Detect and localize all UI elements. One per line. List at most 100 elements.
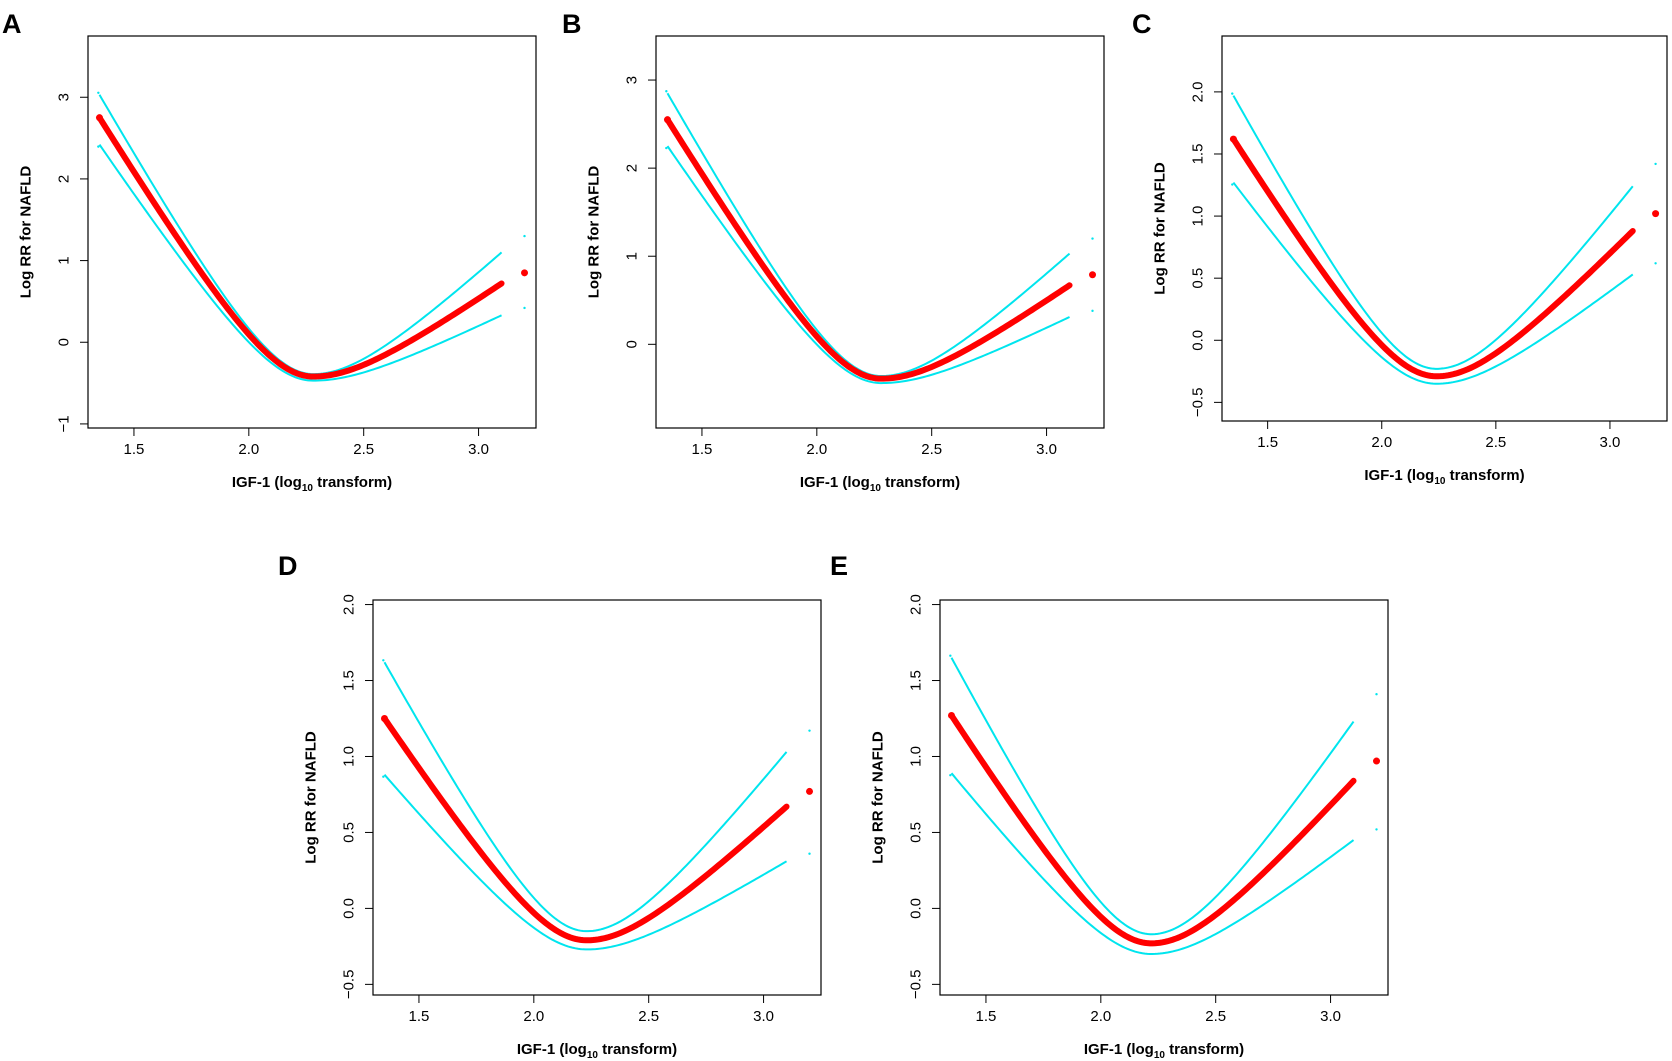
y-tick-label: 0 — [56, 338, 73, 346]
x-tick-label: 3.0 — [753, 1008, 774, 1025]
ci-lower-line — [383, 774, 788, 951]
panel-a: A 1.5 2.0 2.5 3.0 −1 0 1 2 3 IGF-1 (log10 transfor… — [2, 9, 537, 494]
estimate-start-point — [95, 114, 103, 122]
y-tick-label: 0 — [624, 340, 641, 348]
ci-lower-start-point — [665, 146, 668, 150]
outlier-point — [1373, 757, 1381, 765]
outlier-ci-upper — [1375, 692, 1378, 696]
x-tick-label: 1.5 — [976, 1008, 997, 1025]
ci-upper-start-point — [97, 91, 100, 95]
y-axis-title: Log RR for NAFLD — [586, 166, 603, 299]
x-tick-label: 3.0 — [1036, 441, 1057, 458]
x-tick-label: 2.5 — [921, 441, 942, 458]
outlier-ci-upper — [808, 729, 811, 732]
panel-e: E 1.5 2.0 2.5 3.0 −0.5 0.0 0.5 1.0 1.5 2.0 IGF-1 (l… — [830, 551, 1389, 1061]
x-tick-label: 2.5 — [1485, 434, 1506, 451]
x-tick-label: 2.5 — [1205, 1008, 1226, 1025]
outlier-ci-lower — [1091, 309, 1094, 313]
y-tick-label: −0.5 — [341, 970, 358, 1000]
ci-upper-line — [950, 657, 1355, 936]
ci-lower-start-point — [97, 145, 100, 148]
ci-lower-start-point — [949, 773, 952, 777]
plot-frame — [87, 35, 537, 429]
ci-upper-start-point — [665, 90, 668, 93]
y-tick-label: 2 — [624, 164, 641, 172]
outlier-point — [1089, 271, 1097, 279]
y-tick-label: 1.5 — [341, 670, 358, 691]
panel-c: C 1.5 2.0 2.5 3.0 −0.5 0.0 0.5 1.0 1.5 2.0 IGF-1 (l… — [1132, 9, 1668, 487]
outlier-ci-lower — [1654, 262, 1657, 265]
outlier-ci-lower — [523, 306, 526, 310]
y-tick-label: 0.5 — [341, 822, 358, 843]
y-tick-label: 1 — [56, 256, 73, 264]
estimate-line — [1230, 136, 1636, 380]
x-axis-title: IGF-1 (log10 transform) — [800, 474, 960, 494]
panel-letter: D — [278, 551, 298, 581]
y-tick-label: 1.0 — [1190, 206, 1207, 227]
plot-frame — [939, 599, 1389, 996]
y-tick-label: 2 — [56, 175, 73, 183]
ci-lower-line — [1232, 181, 1634, 385]
x-tick-label: 2.0 — [238, 441, 259, 458]
x-tick-label: 2.5 — [353, 441, 374, 458]
outlier-ci-upper — [1654, 162, 1657, 166]
y-axis-title: Log RR for NAFLD — [1152, 162, 1169, 295]
ci-upper-start-point — [949, 654, 952, 657]
x-tick-label: 2.0 — [1090, 1008, 1111, 1025]
y-tick-label: 0.5 — [1190, 268, 1207, 289]
y-tick-label: 1 — [624, 252, 641, 260]
ci-lower-start-point — [382, 775, 385, 778]
estimate-line — [381, 715, 790, 944]
y-tick-label: 0.0 — [908, 898, 925, 919]
estimate-start-point — [947, 711, 955, 719]
x-tick-label: 3.0 — [1600, 434, 1621, 451]
y-tick-label: 1.5 — [1190, 144, 1207, 165]
y-tick-label: 3 — [624, 76, 641, 84]
plot-frame — [372, 599, 822, 996]
panel-d: D 1.5 2.0 2.5 3.0 −0.5 0.0 0.5 1.0 1.5 2.0 IGF-1 (l… — [278, 551, 822, 1061]
x-tick-label: 2.0 — [806, 441, 827, 458]
y-tick-label: 3 — [56, 93, 73, 101]
estimate-start-point — [1229, 135, 1237, 143]
y-tick-label: 0.0 — [341, 898, 358, 919]
ci-upper-line — [98, 94, 503, 376]
ci-lower-line — [950, 772, 1355, 955]
outlier-ci-lower — [808, 852, 811, 855]
x-tick-label: 2.5 — [638, 1008, 659, 1025]
ci-upper-line — [1232, 95, 1634, 370]
x-axis-title: IGF-1 (log10 transform) — [232, 474, 392, 494]
y-tick-label: 2.0 — [341, 594, 358, 615]
y-tick-label: 1.5 — [908, 670, 925, 691]
ci-lower-start-point — [1231, 183, 1234, 186]
y-tick-label: 1.0 — [908, 746, 925, 767]
x-tick-label: 3.0 — [1320, 1008, 1341, 1025]
outlier-point — [806, 787, 814, 795]
y-tick-label: −0.5 — [908, 970, 925, 1000]
y-tick-label: 0.5 — [908, 822, 925, 843]
ci-upper-start-point — [382, 659, 385, 662]
y-axis-title: Log RR for NAFLD — [303, 731, 320, 864]
outlier-ci-upper — [1091, 237, 1094, 240]
outlier-point — [521, 269, 529, 277]
x-tick-label: 1.5 — [124, 441, 145, 458]
panel-letter: B — [562, 9, 582, 39]
x-tick-label: 2.0 — [523, 1008, 544, 1025]
panel-letter: C — [1132, 9, 1152, 39]
plot-frame — [655, 35, 1105, 429]
x-axis-title: IGF-1 (log10 transform) — [1084, 1041, 1244, 1061]
panel-letter: A — [2, 9, 22, 39]
x-tick-label: 1.5 — [409, 1008, 430, 1025]
x-tick-label: 1.5 — [1257, 434, 1278, 451]
y-tick-label: −1 — [56, 415, 73, 432]
y-tick-label: 1.0 — [341, 746, 358, 767]
y-tick-label: 0.0 — [1190, 330, 1207, 351]
x-axis-title: IGF-1 (log10 transform) — [1364, 467, 1524, 487]
outlier-point — [1652, 210, 1660, 218]
x-tick-label: 3.0 — [468, 441, 489, 458]
plot-frame — [1221, 35, 1668, 422]
ci-lower-line — [98, 144, 502, 382]
ci-upper-line — [383, 661, 788, 933]
y-axis-title: Log RR for NAFLD — [870, 731, 887, 864]
x-tick-label: 1.5 — [692, 441, 713, 458]
